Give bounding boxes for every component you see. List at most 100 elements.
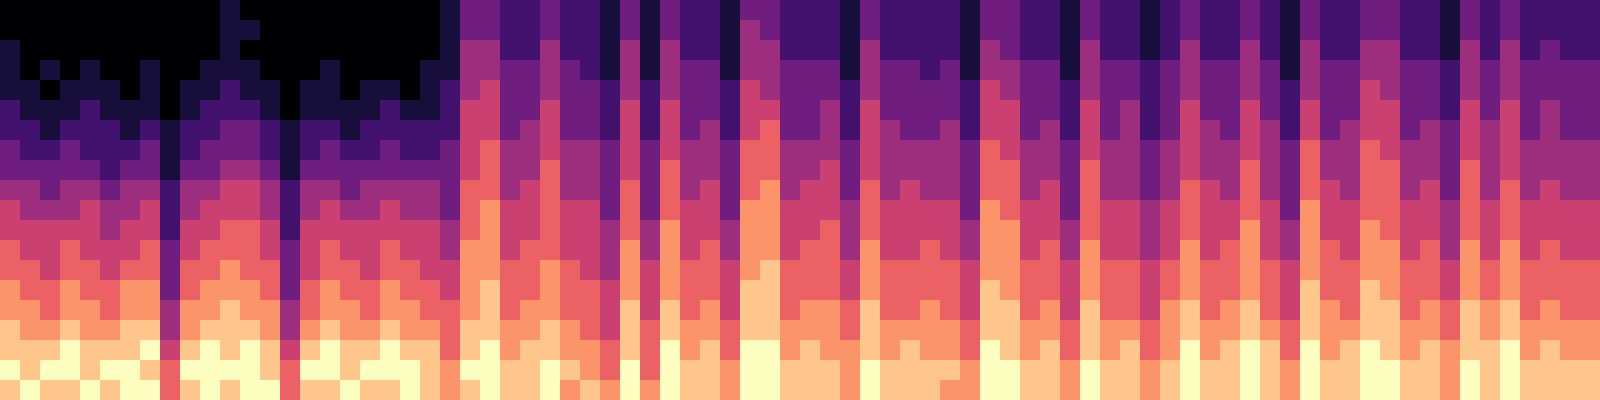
cell: [360, 200, 381, 221]
cell: [1460, 140, 1481, 161]
cell: [120, 180, 141, 201]
cell: [1020, 220, 1041, 241]
cell: [740, 280, 761, 301]
cell: [1540, 280, 1561, 301]
cell: [1340, 380, 1361, 400]
cell: [340, 340, 361, 361]
cell: [780, 300, 801, 321]
cell: [300, 120, 321, 141]
cell: [320, 300, 341, 321]
cell: [1200, 240, 1221, 261]
cell: [1380, 320, 1401, 341]
cell: [600, 340, 621, 361]
cell: [820, 140, 841, 161]
cell: [1020, 300, 1041, 321]
cell: [480, 380, 501, 400]
cell: [1240, 0, 1261, 21]
cell: [280, 20, 301, 41]
cell: [360, 340, 381, 361]
cell: [980, 340, 1001, 361]
cell: [380, 140, 401, 161]
cell: [260, 340, 281, 361]
cell: [760, 120, 781, 141]
cells: [0, 0, 1600, 400]
cell: [120, 380, 141, 400]
cell: [1160, 380, 1181, 400]
cell: [880, 340, 901, 361]
cell: [900, 260, 921, 281]
cell: [60, 80, 81, 101]
cell: [740, 40, 761, 61]
cell: [140, 160, 161, 181]
cell: [700, 260, 721, 281]
cell: [820, 240, 841, 261]
cell: [680, 160, 701, 181]
cell: [1300, 0, 1321, 21]
cell: [260, 260, 281, 281]
cell: [780, 320, 801, 341]
cell: [1220, 180, 1241, 201]
cell: [1340, 240, 1361, 261]
cell: [1160, 140, 1181, 161]
cell: [760, 160, 781, 181]
cell: [100, 160, 121, 181]
cell: [280, 240, 301, 261]
cell: [1440, 20, 1461, 41]
cell: [860, 200, 881, 221]
cell: [1060, 120, 1081, 141]
cell: [880, 160, 901, 181]
cell: [1320, 140, 1341, 161]
cell: [540, 380, 561, 400]
cell: [0, 300, 21, 321]
cell: [840, 20, 861, 41]
cell: [760, 280, 781, 301]
cell: [1560, 40, 1581, 61]
cell: [1420, 0, 1441, 21]
cell: [1540, 160, 1561, 181]
cell: [340, 380, 361, 400]
cell: [920, 340, 941, 361]
cell: [940, 0, 961, 21]
cell: [1060, 280, 1081, 301]
cell: [380, 0, 401, 21]
cell: [940, 320, 961, 341]
cell: [1360, 140, 1381, 161]
cell: [1280, 280, 1301, 301]
cell: [540, 320, 561, 341]
cell: [600, 180, 621, 201]
cell: [1140, 240, 1161, 261]
cell: [360, 160, 381, 181]
cell: [1180, 40, 1201, 61]
cell: [360, 300, 381, 321]
cell: [500, 240, 521, 261]
cell: [260, 320, 281, 341]
cell: [240, 340, 261, 361]
cell: [160, 100, 181, 121]
cell: [680, 280, 701, 301]
cell: [640, 340, 661, 361]
cell: [240, 380, 261, 400]
cell: [1300, 40, 1321, 61]
cell: [960, 60, 981, 81]
cell: [520, 160, 541, 181]
cell: [880, 360, 901, 381]
cell: [700, 220, 721, 241]
cell: [100, 220, 121, 241]
cell: [580, 120, 601, 141]
cell: [260, 80, 281, 101]
cell: [320, 200, 341, 221]
cell: [100, 200, 121, 221]
cell: [620, 140, 641, 161]
cell: [560, 40, 581, 61]
cell: [620, 200, 641, 221]
cell: [420, 320, 441, 341]
cell: [1180, 160, 1201, 181]
cell: [0, 360, 21, 381]
cell: [720, 260, 741, 281]
cell: [940, 200, 961, 221]
cell: [780, 240, 801, 261]
cell: [1040, 340, 1061, 361]
cell: [580, 220, 601, 241]
cell: [1460, 380, 1481, 400]
cell: [1420, 60, 1441, 81]
